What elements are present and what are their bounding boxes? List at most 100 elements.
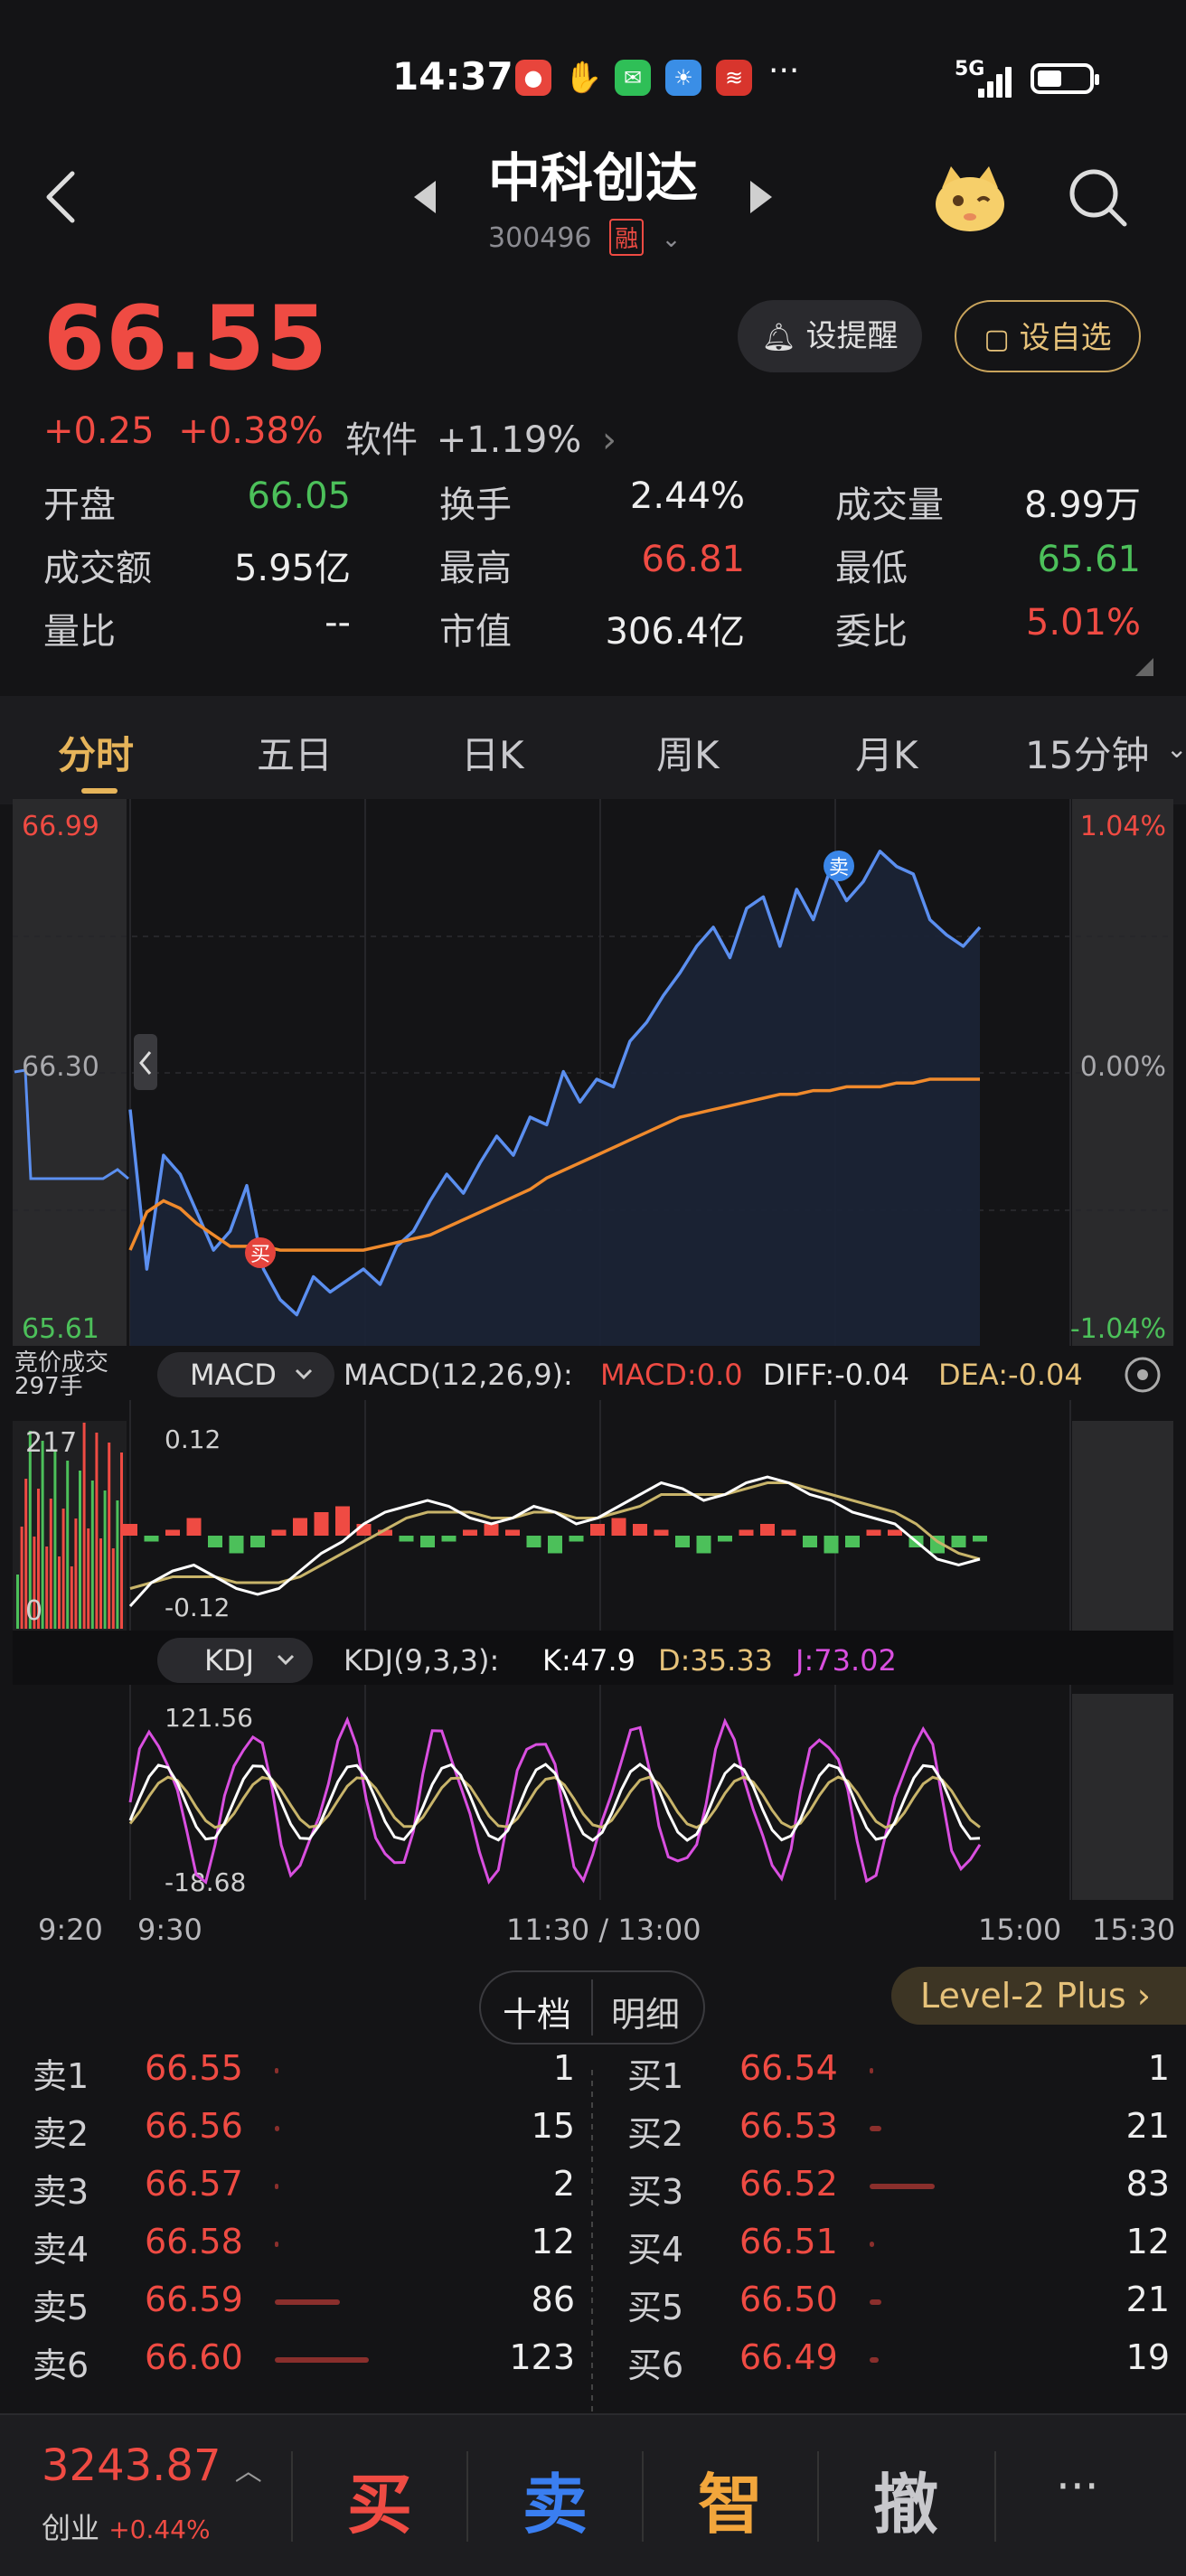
orderbook-tab-group: 十档 明细 <box>479 1970 705 2045</box>
macd-histogram-bar <box>293 1518 307 1536</box>
level-volume: 1 <box>552 2048 575 2088</box>
search-icon[interactable] <box>1067 166 1130 230</box>
price-axis-mid: 66.30 <box>22 1051 99 1083</box>
level-label: 卖2 <box>33 2114 89 2154</box>
volume-bar <box>275 2184 278 2189</box>
chevron-left-icon <box>139 1051 152 1075</box>
pct-axis-max: 1.04% <box>1080 811 1166 842</box>
next-stock-icon[interactable] <box>748 179 774 215</box>
mascot-icon[interactable] <box>931 161 1009 235</box>
macd-histogram-bar <box>314 1512 329 1536</box>
level-volume: 21 <box>1125 2280 1170 2319</box>
volume-bar <box>870 2357 880 2363</box>
stat-label: 开盘 <box>43 484 116 526</box>
level-price: 66.56 <box>145 2106 243 2146</box>
stat-label: 委比 <box>835 611 908 653</box>
bid-row[interactable]: 买6 66.49 19 <box>627 2330 1170 2388</box>
macd-after-shade <box>1072 1421 1173 1631</box>
active-tab-indicator <box>81 788 118 794</box>
tab-dropdown-icon[interactable]: ⌄ <box>1166 734 1186 764</box>
tab-1[interactable]: 五日 <box>257 733 334 777</box>
margin-badge: 融 <box>609 219 645 256</box>
bid-row[interactable]: 买4 66.51 12 <box>627 2214 1170 2272</box>
more-icon[interactable]: ··· <box>1056 2460 1099 2513</box>
level-price: 66.52 <box>739 2164 838 2204</box>
divider <box>817 2451 819 2542</box>
bid-row[interactable]: 买5 66.50 21 <box>627 2272 1170 2330</box>
ask-row[interactable]: 卖5 66.59 86 <box>33 2272 575 2330</box>
macd-histogram-bar <box>675 1536 690 1547</box>
preauction-volume: 297手 <box>14 1373 83 1400</box>
level-volume: 12 <box>1125 2222 1170 2261</box>
buy-button[interactable]: 买 <box>347 2467 413 2543</box>
macd-histogram-bar <box>526 1536 541 1547</box>
intraday-chart-area[interactable]: 买 卖 66.99 66.30 65.61 1.04% 0.00% -1.04% 竞价成交297… <box>13 799 1173 1911</box>
back-icon[interactable] <box>42 168 78 226</box>
preauction-volume-bar <box>66 1461 70 1629</box>
level-label: 买2 <box>627 2114 684 2154</box>
kdj-params: KDJ(9,3,3): <box>344 1643 499 1678</box>
level-volume: 12 <box>531 2222 575 2261</box>
macd-histogram-bar <box>271 1529 287 1536</box>
macd-selector[interactable] <box>157 1352 334 1397</box>
bid-row[interactable]: 买1 66.54 1 <box>627 2041 1170 2099</box>
cancel-order-button[interactable]: 撤 <box>873 2467 939 2543</box>
collapse-handle[interactable] <box>134 1034 157 1090</box>
bottom-action-bar: 3243.87 ︿ 创业 +0.44% 买 卖 智 撤 ··· <box>0 2413 1186 2576</box>
tab-0[interactable]: 分时 <box>58 733 135 777</box>
macd-histogram-bar <box>165 1529 180 1536</box>
tab-details[interactable]: 明细 <box>611 1995 681 2035</box>
bid-row[interactable]: 买2 66.53 21 <box>627 2099 1170 2157</box>
add-watchlist-button[interactable]: ▢ 设自选 <box>955 300 1141 372</box>
bell-icon: 🔔︎ <box>761 322 796 353</box>
preauction-volume-bar <box>61 1509 65 1629</box>
ask-row[interactable]: 卖6 66.60 123 <box>33 2330 575 2388</box>
smart-trade-button[interactable]: 智 <box>698 2467 764 2543</box>
weather-icon: ☀ <box>665 60 701 96</box>
sell-button[interactable]: 卖 <box>522 2467 588 2543</box>
preauction-volume-bar <box>37 1489 40 1629</box>
status-time: 14:37 <box>392 54 513 99</box>
macd-histogram-bar <box>123 1524 137 1536</box>
level-label: 卖5 <box>33 2288 89 2327</box>
sector-link[interactable]: 软件 +1.19% › <box>345 410 617 463</box>
stat-value: 306.4亿 <box>605 611 745 653</box>
stat-value: 5.01% <box>1025 602 1141 644</box>
macd-diff: DIFF:-0.04 <box>763 1358 909 1392</box>
tab-ten-levels[interactable]: 十档 <box>503 1995 572 2035</box>
volume-axis-top: 217 <box>25 1427 77 1459</box>
kdj-selector-label: KDJ <box>204 1643 254 1678</box>
level2-plus-button[interactable]: Level-2 Plus › <box>891 1967 1186 2025</box>
preauction-volume-bar <box>70 1566 73 1629</box>
chevron-down-icon[interactable]: ⌄ <box>661 226 682 253</box>
kdj-preauction-bg <box>13 1694 127 1900</box>
tab-3[interactable]: 周K <box>656 733 720 777</box>
preauction-volume-bar <box>120 1453 123 1629</box>
macd-histogram-bar <box>569 1536 584 1542</box>
bid-row[interactable]: 买3 66.52 83 <box>627 2157 1170 2214</box>
macd-diff-line <box>128 1475 981 1608</box>
tab-4[interactable]: 月K <box>855 733 918 777</box>
prev-stock-icon[interactable] <box>412 179 438 215</box>
expand-corner-icon[interactable] <box>1135 658 1153 676</box>
tab-5[interactable]: 15分钟 <box>1025 733 1150 777</box>
ask-row[interactable]: 卖4 66.58 12 <box>33 2214 575 2272</box>
index-quote[interactable]: 3243.87 ︿ <box>42 2440 262 2491</box>
level-volume: 19 <box>1125 2337 1170 2377</box>
stats-row: 开盘 66.05 换手 2.44% 成交量 8.99万 <box>43 475 1143 535</box>
price-line <box>128 850 982 1317</box>
level-label: 买3 <box>627 2172 684 2212</box>
settings-icon[interactable] <box>1125 1357 1161 1393</box>
set-alert-button[interactable]: 🔔︎ 设提醒 <box>738 300 922 372</box>
macd-histogram-bar <box>718 1536 732 1542</box>
tab-2[interactable]: 日K <box>461 733 524 777</box>
macd-histogram-bar <box>378 1529 392 1536</box>
preauction-volume-bar <box>116 1500 119 1629</box>
macd-histogram-bar <box>399 1536 414 1542</box>
ask-row[interactable]: 卖2 66.56 15 <box>33 2099 575 2157</box>
kdj-selector[interactable] <box>157 1638 313 1683</box>
ask-row[interactable]: 卖3 66.57 2 <box>33 2157 575 2214</box>
macd-histogram-bar <box>781 1529 796 1536</box>
status-more-icon: ··· <box>768 52 800 89</box>
ask-row[interactable]: 卖1 66.55 1 <box>33 2041 575 2099</box>
